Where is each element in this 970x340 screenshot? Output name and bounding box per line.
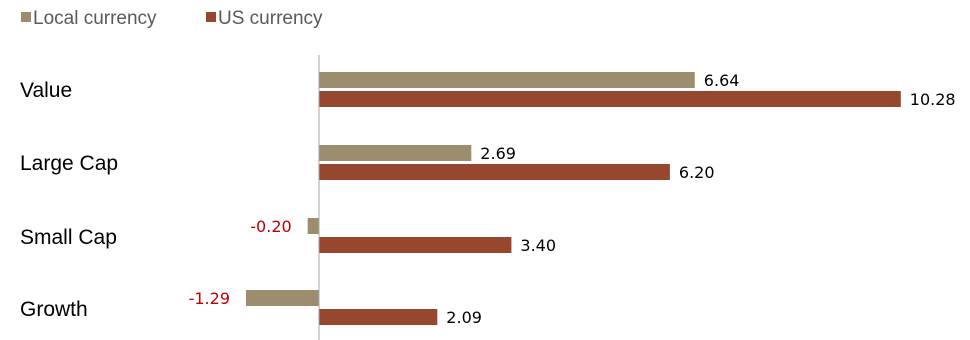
value-label-us-currency-small-cap: 3.40 <box>520 236 556 255</box>
bars <box>246 72 901 325</box>
legend: Local currency US currency <box>21 8 323 29</box>
legend-swatch-us-currency <box>206 12 216 22</box>
category-label-growth: Growth <box>20 298 88 321</box>
value-label-local-currency-value: 6.64 <box>704 71 740 90</box>
legend-swatch-local-currency <box>21 12 31 22</box>
value-label-local-currency-large-cap: 2.69 <box>480 144 516 163</box>
bar-us-currency-small-cap <box>319 237 512 253</box>
bar-local-currency-large-cap <box>319 145 472 161</box>
bar-local-currency-growth <box>246 290 319 306</box>
bar-local-currency-value <box>319 72 695 88</box>
legend-label-local-currency: Local currency <box>33 8 157 29</box>
value-label-us-currency-growth: 2.09 <box>446 308 482 327</box>
bar-us-currency-growth <box>319 309 438 325</box>
value-label-us-currency-value: 10.28 <box>910 90 956 109</box>
bar-us-currency-large-cap <box>319 164 670 180</box>
value-label-us-currency-large-cap: 6.20 <box>679 163 715 182</box>
bar-us-currency-value <box>319 91 901 107</box>
category-label-large-cap: Large Cap <box>20 152 118 175</box>
value-label-local-currency-small-cap: -0.20 <box>250 217 291 236</box>
bar-local-currency-small-cap <box>307 218 319 234</box>
category-labels: Value Large Cap Small Cap Growth <box>20 79 118 321</box>
value-labels: 6.64 10.28 2.69 6.20 -0.20 3.40 -1.29 2.09 <box>189 71 956 327</box>
legend-label-us-currency: US currency <box>218 8 323 29</box>
category-label-value: Value <box>20 79 72 102</box>
value-label-local-currency-growth: -1.29 <box>189 289 230 308</box>
category-label-small-cap: Small Cap <box>20 226 117 249</box>
